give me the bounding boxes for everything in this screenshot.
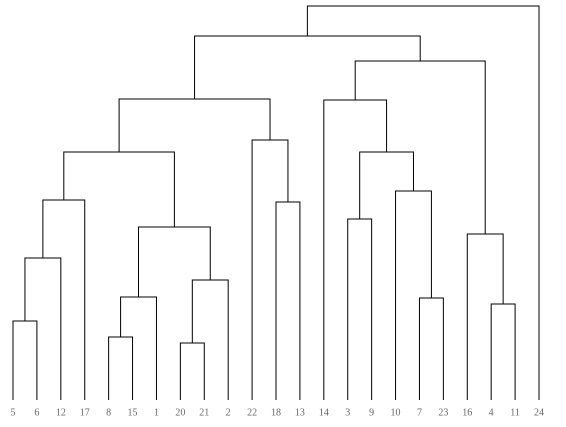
leaf-label: 15 xyxy=(128,407,138,418)
link xyxy=(395,190,432,400)
leaf-label: 13 xyxy=(295,407,305,418)
leaf-label: 23 xyxy=(438,407,448,418)
leaf-label: 6 xyxy=(34,407,39,418)
link xyxy=(251,139,289,400)
link xyxy=(194,35,421,99)
leaf-label: 21 xyxy=(199,407,209,418)
leaf-label: 2 xyxy=(226,407,231,418)
leaf-label: 10 xyxy=(391,407,401,418)
leaf-label: 4 xyxy=(489,407,494,418)
link xyxy=(120,296,157,400)
link xyxy=(118,98,271,152)
leaf-label: 9 xyxy=(369,407,374,418)
leaf-label: 12 xyxy=(56,407,66,418)
link xyxy=(354,60,486,234)
link xyxy=(347,218,373,400)
leaf-label: 1 xyxy=(154,407,159,418)
link xyxy=(24,257,62,400)
link xyxy=(108,336,134,400)
link xyxy=(179,342,205,400)
leaf-label: 17 xyxy=(80,407,90,418)
leaf-label: 20 xyxy=(175,407,185,418)
link xyxy=(490,303,516,400)
link xyxy=(306,5,540,400)
link xyxy=(12,320,38,400)
leaf-label: 22 xyxy=(247,407,257,418)
leaf-label: 11 xyxy=(510,407,520,418)
link xyxy=(42,199,86,400)
link xyxy=(418,297,444,400)
leaf-label: 24 xyxy=(534,407,544,418)
leaf-label: 16 xyxy=(462,407,472,418)
link xyxy=(63,151,175,227)
link xyxy=(138,226,211,297)
leaf-label: 14 xyxy=(319,407,329,418)
link xyxy=(191,279,229,400)
link xyxy=(323,99,388,400)
leaf-label: 18 xyxy=(271,407,281,418)
leaf-label: 3 xyxy=(345,407,350,418)
link xyxy=(275,201,301,400)
link xyxy=(466,233,504,400)
link xyxy=(359,151,414,219)
leaf-label: 7 xyxy=(417,407,422,418)
leaf-label: 5 xyxy=(11,407,16,418)
leaf-label: 8 xyxy=(106,407,111,418)
